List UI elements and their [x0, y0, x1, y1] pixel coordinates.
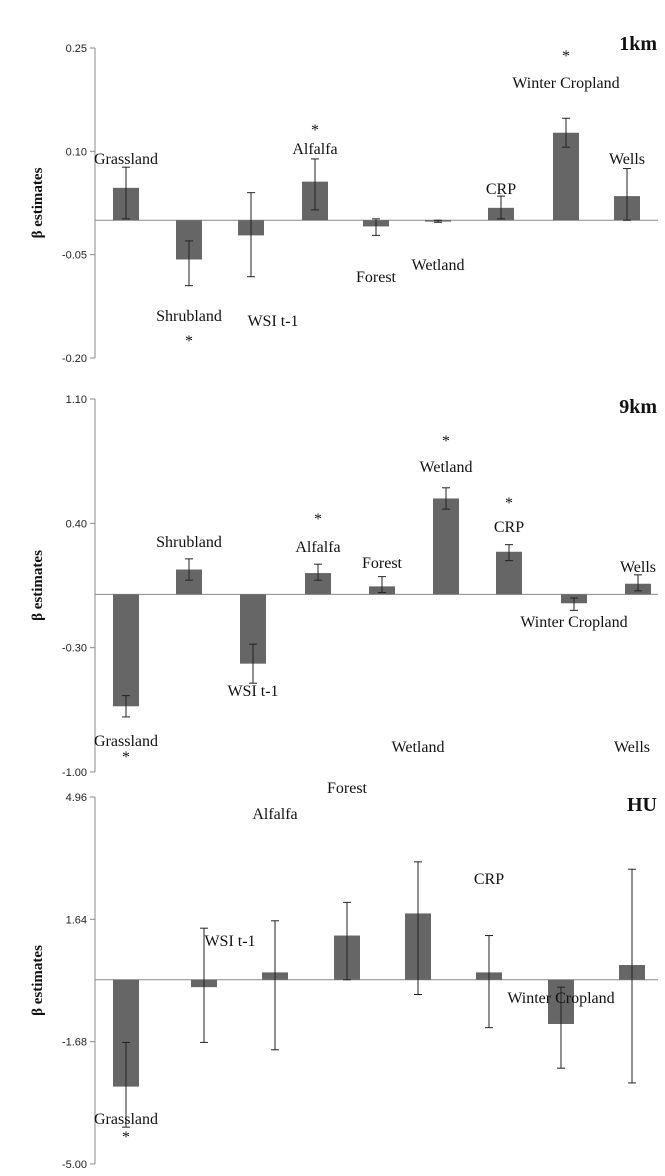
y-tick-label: 1.64 — [66, 914, 87, 926]
significance-star: * — [122, 749, 130, 766]
category-label: Grassland — [94, 1111, 158, 1128]
y-tick-label: 0.25 — [66, 43, 87, 55]
y-tick-label: 4.96 — [66, 792, 87, 804]
y-tick-label: 1.10 — [66, 394, 87, 406]
y-axis-label: β estimates — [30, 945, 46, 1016]
significance-star: * — [442, 433, 450, 450]
category-label: Wells — [620, 559, 656, 576]
category-label: Shrubland — [156, 534, 222, 551]
significance-star: * — [185, 333, 193, 350]
category-label: Wetland — [412, 257, 465, 274]
bar-wetland — [433, 498, 459, 595]
y-tick-label: -1.68 — [62, 1037, 87, 1049]
y-tick-label: -5.00 — [62, 1159, 87, 1171]
y-tick-label: -0.30 — [62, 643, 87, 655]
bar-grassland — [113, 594, 139, 707]
category-label: Wetland — [420, 459, 473, 476]
y-tick-label: -0.20 — [62, 353, 87, 365]
category-label: Grassland — [94, 733, 158, 750]
category-label: WSI t-1 — [247, 313, 298, 330]
category-label: Wells — [614, 739, 650, 756]
y-tick-label: 0.10 — [66, 146, 87, 158]
significance-star: * — [562, 48, 570, 65]
panel-1km: 0.25 0.10 -0.05 -0.20 β estimates 1km Grasslan… — [30, 33, 658, 365]
category-label: CRP — [494, 519, 524, 536]
panel-title: 1km — [619, 33, 657, 55]
category-label: Shrubland — [156, 308, 222, 325]
category-label: Forest — [327, 780, 368, 797]
category-label: Alfalfa — [252, 806, 297, 823]
category-label: WSI t-1 — [204, 933, 255, 950]
category-label: Winter Cropland — [507, 990, 614, 1007]
category-label: Alfalfa — [295, 539, 340, 556]
y-tick-label: -0.05 — [62, 250, 87, 262]
y-tick-label: -1.00 — [62, 767, 87, 779]
significance-star: * — [122, 1129, 130, 1146]
significance-star: * — [505, 495, 513, 512]
panel-title: 9km — [619, 396, 657, 418]
category-label: Winter Cropland — [520, 614, 627, 631]
category-label: Alfalfa — [292, 141, 337, 158]
bar-alfalfa — [305, 573, 331, 595]
category-label: CRP — [486, 181, 516, 198]
category-label: Wetland — [392, 739, 445, 756]
significance-star: * — [311, 122, 319, 139]
panel-title: HU — [627, 794, 657, 816]
y-axis-label: β estimates — [30, 550, 46, 621]
category-label: Forest — [362, 555, 403, 572]
y-tick-label: 0.40 — [66, 518, 87, 530]
panel-HU: 4.96 1.64 -1.68 -5.00 β estimates HU Grassland… — [30, 739, 658, 1171]
category-label: Winter Cropland — [512, 75, 619, 92]
category-label: Forest — [356, 269, 397, 286]
panel-9km: 1.10 0.40 -0.30 -1.00 β estimates 9km Grasslan… — [30, 394, 658, 779]
significance-star: * — [314, 511, 322, 528]
category-label: CRP — [474, 871, 504, 888]
y-axis-label: β estimates — [30, 167, 46, 238]
category-label: Wells — [609, 151, 645, 168]
category-label: Grassland — [94, 151, 158, 168]
category-label: WSI t-1 — [227, 683, 278, 700]
